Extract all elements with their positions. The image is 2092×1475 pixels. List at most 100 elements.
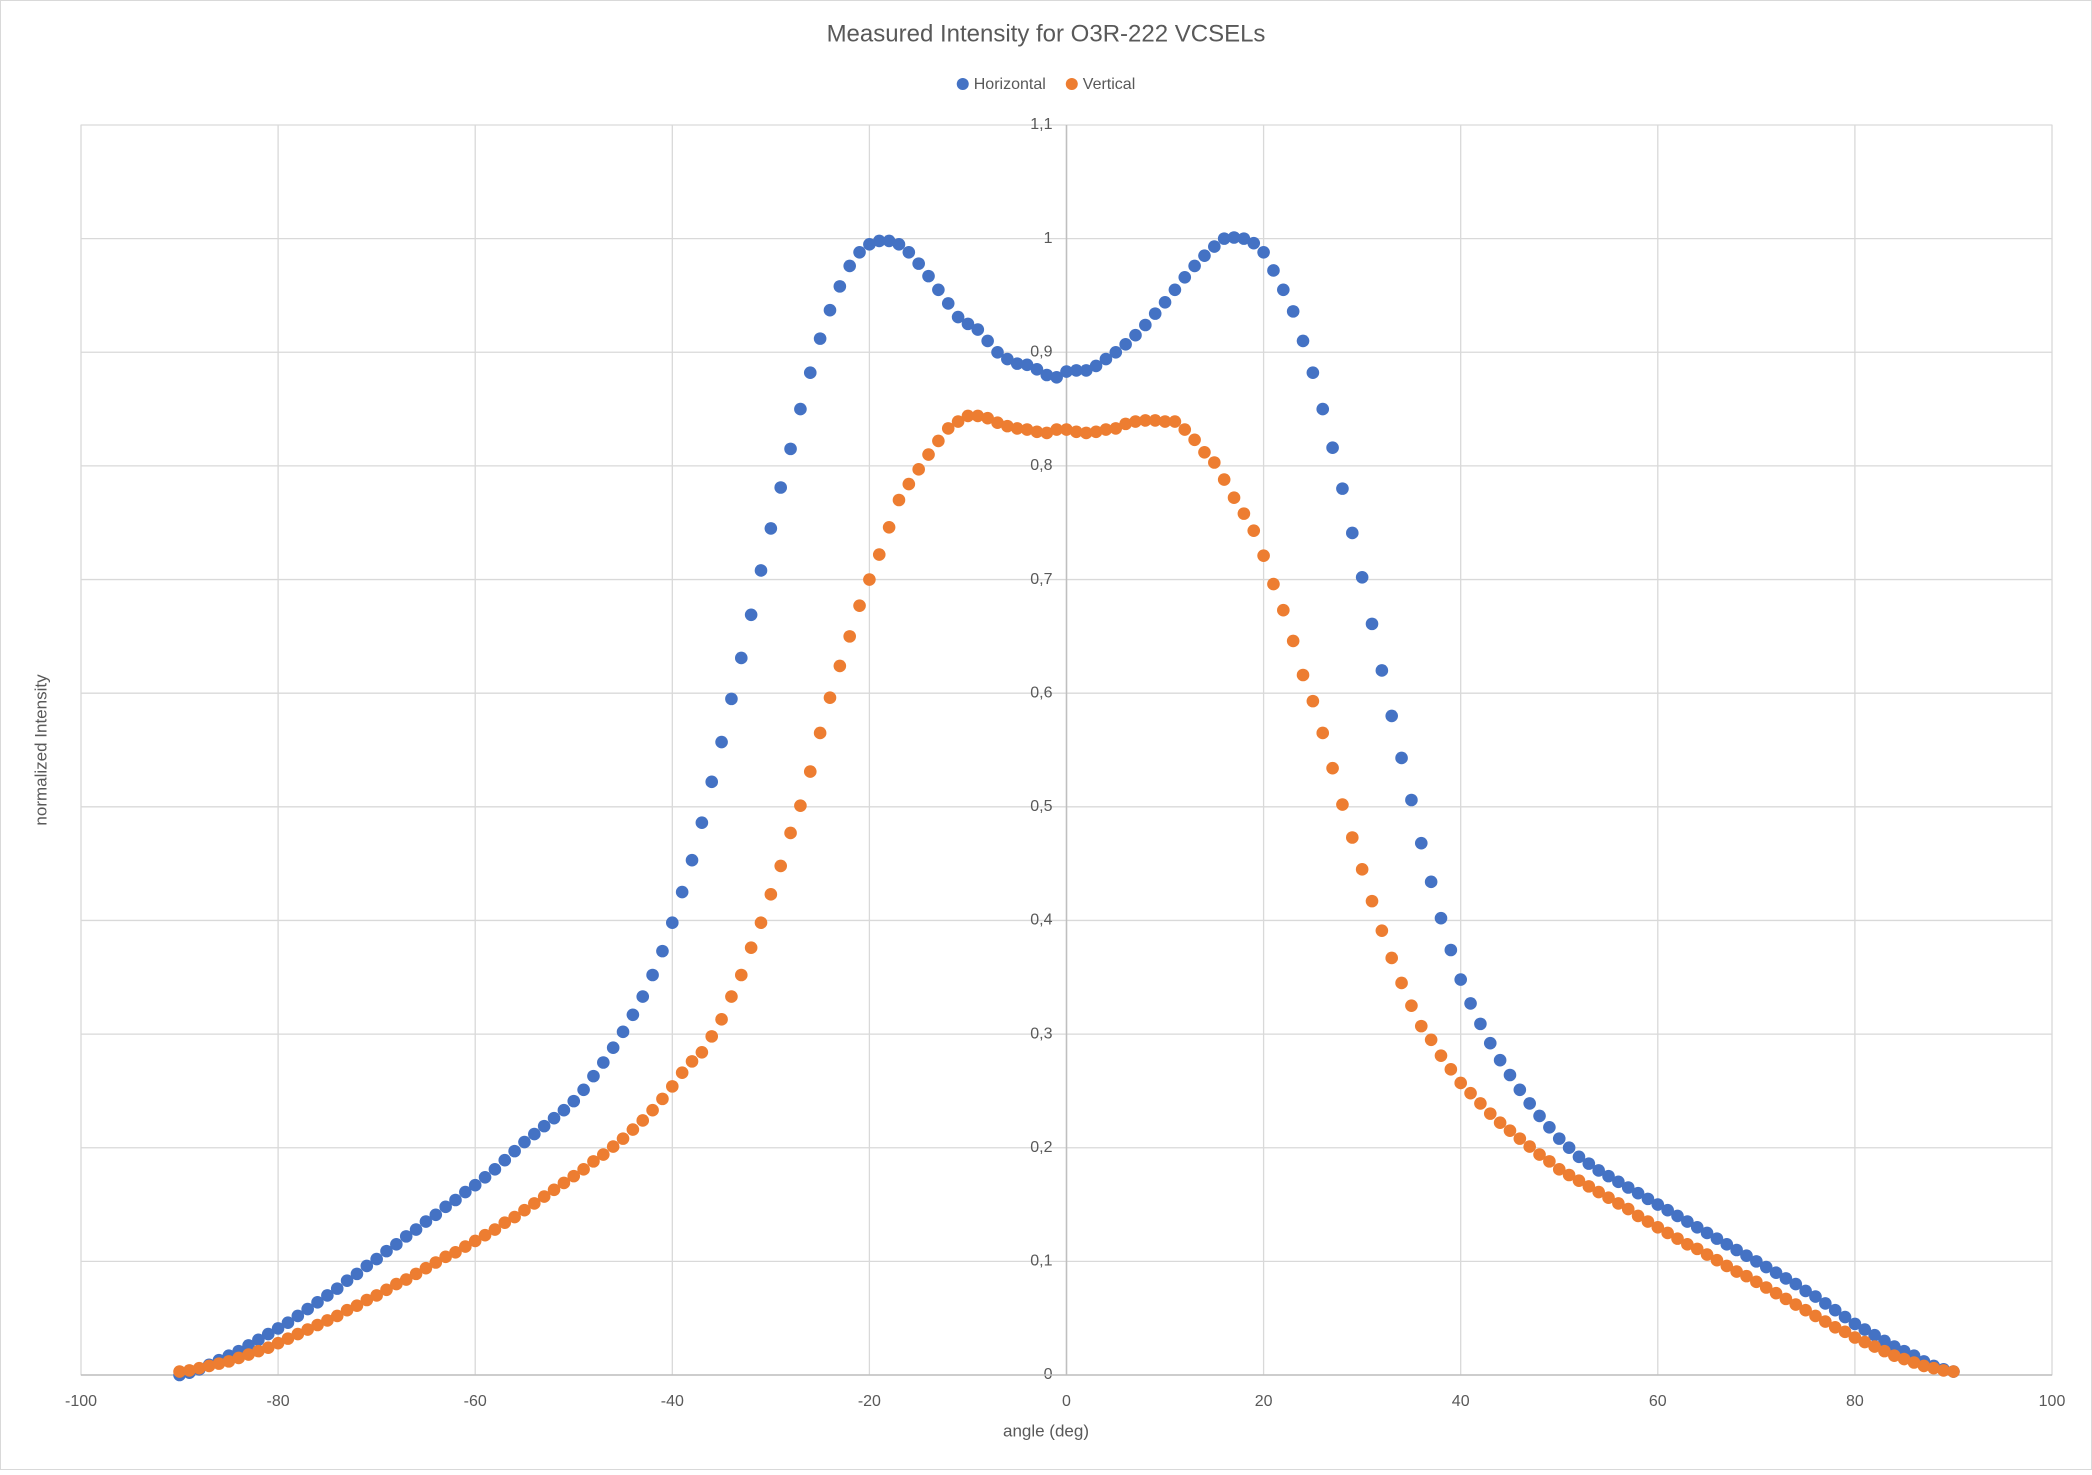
- data-point: [1759, 1260, 1773, 1274]
- data-point: [666, 1080, 679, 1093]
- grid: -100 -80 -60 -40 -20 0 20 40 60 80 10000,10,20,30,…: [65, 116, 2065, 1410]
- data-point: [912, 463, 925, 476]
- data-point: [981, 411, 994, 425]
- data-point: [1454, 973, 1467, 986]
- data-point: [1395, 976, 1408, 990]
- data-point: [360, 1259, 374, 1273]
- data-point: [1070, 364, 1083, 377]
- data-point: [271, 1322, 285, 1335]
- data-point: [301, 1302, 314, 1316]
- data-point: [1552, 1132, 1566, 1145]
- x-tick-label: 80: [1846, 1393, 1864, 1410]
- data-point: [1878, 1344, 1891, 1358]
- data-point: [1188, 259, 1201, 273]
- data-point: [1720, 1259, 1734, 1273]
- data-point: [1168, 283, 1182, 297]
- data-point: [1355, 863, 1369, 876]
- data-point: [794, 402, 807, 416]
- data-point: [892, 238, 906, 251]
- data-point: [1001, 352, 1014, 366]
- data-point: [212, 1357, 226, 1370]
- data-point: [1178, 270, 1192, 284]
- data-point: [1681, 1238, 1694, 1251]
- data-point: [872, 234, 886, 248]
- data-point: [1720, 1238, 1734, 1251]
- data-point: [991, 345, 1004, 359]
- data-point: [587, 1155, 600, 1168]
- data-point: [1878, 1334, 1891, 1348]
- data-point: [1070, 425, 1083, 439]
- data-point: [1188, 433, 1201, 447]
- data-point: [1227, 231, 1241, 244]
- y-tick-label: 0,2: [1030, 1139, 1052, 1156]
- y-tick-label: 0,8: [1030, 457, 1052, 474]
- data-point: [1208, 456, 1221, 469]
- data-point: [1257, 245, 1270, 259]
- data-point: [1513, 1083, 1527, 1097]
- data-point: [380, 1244, 393, 1258]
- data-point: [301, 1323, 314, 1336]
- data-point: [853, 245, 866, 259]
- x-tick-label: 40: [1452, 1393, 1470, 1410]
- data-point: [557, 1103, 571, 1117]
- data-point: [1513, 1132, 1527, 1145]
- data-point: [478, 1170, 492, 1184]
- data-point: [1661, 1203, 1674, 1217]
- data-point: [1750, 1255, 1763, 1268]
- data-point: [803, 366, 817, 380]
- data-point: [1848, 1317, 1862, 1331]
- data-point: [459, 1240, 472, 1253]
- data-point: [390, 1277, 403, 1291]
- data-point: [695, 1045, 709, 1059]
- data-point: [1434, 911, 1448, 925]
- data-point: [1148, 307, 1162, 320]
- data-point: [1227, 491, 1241, 505]
- data-point: [1099, 423, 1113, 436]
- data-point: [1710, 1232, 1724, 1245]
- data-point: [1592, 1164, 1605, 1177]
- data-point: [1316, 726, 1330, 740]
- y-tick-label: 1: [1044, 230, 1053, 247]
- data-point: [1277, 603, 1290, 617]
- data-point: [321, 1289, 334, 1302]
- data-point: [1217, 473, 1231, 486]
- data-point: [1750, 1275, 1763, 1289]
- data-point: [872, 548, 886, 561]
- data-point: [912, 257, 925, 270]
- data-point: [1907, 1356, 1921, 1369]
- data-point: [202, 1359, 216, 1373]
- data-point: [1474, 1097, 1487, 1110]
- data-point: [1641, 1192, 1655, 1206]
- plot-points: [173, 231, 1960, 1382]
- data-point: [1089, 359, 1103, 373]
- data-point: [439, 1200, 452, 1214]
- legend-label: Vertical: [1083, 76, 1135, 93]
- data-point: [419, 1215, 433, 1228]
- data-point: [616, 1132, 630, 1145]
- data-point: [626, 1008, 640, 1022]
- data-point: [941, 422, 955, 435]
- y-tick-label: 0,7: [1030, 571, 1052, 588]
- data-point: [1405, 793, 1418, 807]
- x-tick-label: -40: [661, 1393, 684, 1410]
- data-point: [1267, 264, 1280, 277]
- data-point: [1414, 836, 1428, 850]
- data-point: [1779, 1292, 1793, 1306]
- x-tick-label: 0: [1062, 1393, 1071, 1410]
- data-point: [1345, 526, 1359, 540]
- data-point: [1592, 1185, 1605, 1199]
- data-point: [252, 1344, 265, 1358]
- data-point: [902, 477, 916, 491]
- data-point: [1040, 368, 1054, 382]
- data-point: [1365, 617, 1379, 631]
- data-point: [528, 1127, 541, 1141]
- x-tick-label: 60: [1649, 1393, 1667, 1410]
- data-point: [488, 1163, 502, 1176]
- data-point: [547, 1183, 561, 1197]
- data-point: [1483, 1036, 1497, 1050]
- data-point: [439, 1250, 452, 1264]
- data-point: [518, 1203, 531, 1217]
- data-point: [833, 659, 847, 673]
- data-point: [725, 692, 738, 706]
